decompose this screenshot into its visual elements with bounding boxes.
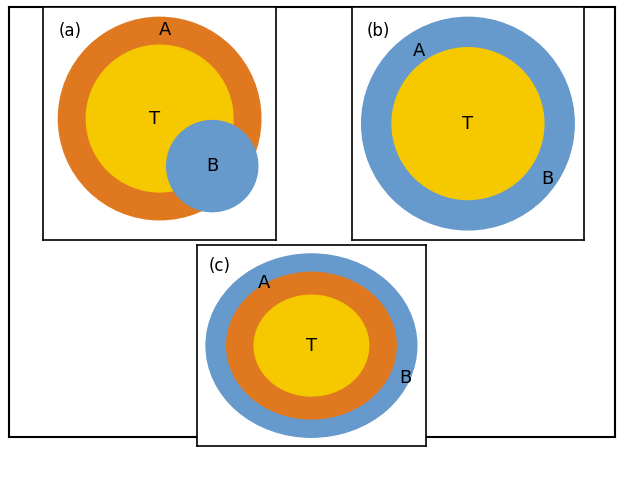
Text: A: A — [257, 274, 270, 292]
Text: A: A — [158, 22, 171, 39]
Ellipse shape — [167, 120, 258, 212]
Text: (a): (a) — [58, 23, 81, 40]
Text: B: B — [206, 157, 218, 175]
Text: A: A — [413, 42, 426, 60]
Ellipse shape — [86, 45, 233, 192]
Text: T: T — [463, 115, 473, 132]
Text: (b): (b) — [367, 23, 390, 40]
Ellipse shape — [362, 17, 574, 230]
Ellipse shape — [206, 254, 417, 437]
Text: T: T — [149, 109, 160, 128]
Ellipse shape — [254, 295, 369, 396]
Ellipse shape — [227, 272, 396, 419]
Ellipse shape — [392, 48, 544, 200]
Text: (c): (c) — [209, 257, 231, 275]
Text: T: T — [306, 336, 317, 355]
Text: B: B — [541, 170, 553, 188]
Ellipse shape — [58, 17, 261, 220]
Text: B: B — [399, 369, 411, 387]
